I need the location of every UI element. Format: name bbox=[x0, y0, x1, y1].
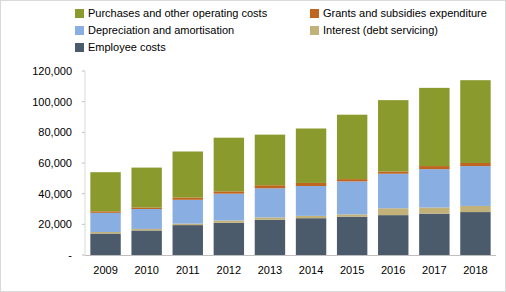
bar-segment bbox=[90, 211, 120, 213]
bar-segment bbox=[131, 168, 161, 208]
bars bbox=[90, 80, 490, 255]
x-tick-label: 2013 bbox=[258, 264, 282, 276]
bar-segment bbox=[214, 221, 244, 223]
y-tick-label: 80,000 bbox=[38, 126, 72, 138]
bar-segment bbox=[255, 217, 285, 219]
bar-segment bbox=[131, 229, 161, 231]
bar-segment bbox=[419, 214, 449, 255]
legend-label: Interest (debt servicing) bbox=[323, 24, 438, 36]
bar-segment bbox=[296, 129, 326, 183]
chart: - 20,000 40,000 60,000 80,000 100,000 120,000 2… bbox=[0, 0, 506, 292]
bar-segment bbox=[131, 230, 161, 255]
bar-segment bbox=[460, 166, 490, 206]
x-tick-label: 2014 bbox=[299, 264, 323, 276]
chart-border bbox=[1, 1, 506, 292]
x-tick-label: 2018 bbox=[463, 264, 487, 276]
bar-segment bbox=[460, 212, 490, 255]
bar-segment bbox=[173, 198, 203, 200]
bar-segment bbox=[173, 200, 203, 224]
bar-segment bbox=[460, 206, 490, 212]
bar-segment bbox=[378, 174, 408, 209]
y-tick-label: 60,000 bbox=[38, 157, 72, 169]
y-tick-label: 40,000 bbox=[38, 188, 72, 200]
legend-label: Employee costs bbox=[88, 41, 166, 53]
bar-segment bbox=[214, 194, 244, 221]
bar-segment bbox=[419, 169, 449, 207]
bar-segment bbox=[131, 209, 161, 229]
bar-segment bbox=[337, 115, 367, 179]
x-tick-label: 2011 bbox=[176, 264, 200, 276]
bar-segment bbox=[255, 185, 285, 188]
bar-segment bbox=[337, 181, 367, 214]
legend-swatch bbox=[75, 26, 84, 35]
x-tick-label: 2017 bbox=[422, 264, 446, 276]
bar-segment bbox=[173, 152, 203, 198]
bar-segment bbox=[173, 225, 203, 255]
bar-segment bbox=[378, 208, 408, 215]
bar-segment bbox=[255, 188, 285, 217]
x-tick-label: 2012 bbox=[217, 264, 241, 276]
bar-segment bbox=[214, 138, 244, 192]
bar-segment bbox=[296, 186, 326, 216]
x-axis bbox=[85, 255, 496, 256]
bar-segment bbox=[460, 163, 490, 166]
bar-segment bbox=[173, 224, 203, 226]
legend-swatch bbox=[75, 9, 84, 18]
bar-segment bbox=[337, 179, 367, 181]
y-tick-label: - bbox=[68, 249, 72, 261]
legend-label: Depreciation and amortisation bbox=[88, 24, 234, 36]
bar-segment bbox=[337, 214, 367, 216]
x-tick-label: 2015 bbox=[340, 264, 364, 276]
y-axis bbox=[85, 71, 86, 255]
bar-segment bbox=[131, 207, 161, 209]
bar-segment bbox=[419, 207, 449, 213]
bar-segment bbox=[214, 223, 244, 255]
bar-segment bbox=[90, 172, 120, 211]
bar-segment bbox=[337, 217, 367, 255]
bar-segment bbox=[460, 80, 490, 163]
bar-segment bbox=[296, 216, 326, 218]
bar-segment bbox=[214, 191, 244, 193]
y-tick-label: 20,000 bbox=[38, 218, 72, 230]
bar-segment bbox=[296, 183, 326, 186]
legend-label: Grants and subsidies expenditure bbox=[323, 7, 487, 19]
bar-segment bbox=[378, 171, 408, 173]
bar-segment bbox=[378, 100, 408, 171]
legend-label: Purchases and other operating costs bbox=[88, 7, 268, 19]
bar-segment bbox=[296, 218, 326, 255]
bar-segment bbox=[419, 166, 449, 169]
legend-swatch bbox=[310, 9, 319, 18]
bar-segment bbox=[378, 215, 408, 255]
x-tick-label: 2016 bbox=[381, 264, 405, 276]
x-tick-label: 2010 bbox=[134, 264, 158, 276]
bar-segment bbox=[255, 135, 285, 186]
bar-segment bbox=[419, 88, 449, 166]
legend-swatch bbox=[310, 26, 319, 35]
bar-segment bbox=[255, 220, 285, 255]
bar-segment bbox=[90, 232, 120, 234]
y-tick-label: 120,000 bbox=[32, 65, 72, 77]
bar-segment bbox=[90, 234, 120, 255]
legend-swatch bbox=[75, 43, 84, 52]
bar-segment bbox=[90, 213, 120, 232]
y-tick-label: 100,000 bbox=[32, 96, 72, 108]
x-tick-label: 2009 bbox=[93, 264, 117, 276]
